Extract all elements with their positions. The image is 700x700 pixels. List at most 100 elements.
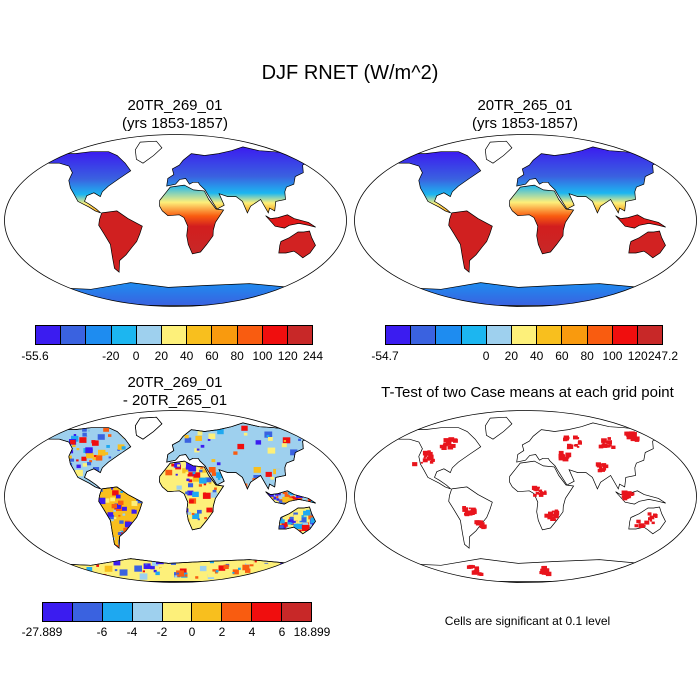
colorbar-swatch — [61, 326, 87, 344]
colorbar-tick-label: -2 — [156, 625, 168, 639]
colorbar-swatch — [161, 326, 188, 344]
continent-indonesia — [265, 214, 316, 229]
continent-greenland — [484, 416, 513, 440]
colorbar-swatch — [252, 603, 283, 621]
map-outline — [354, 134, 697, 307]
colorbar-tick-label: 40 — [529, 349, 544, 363]
continent-australia — [278, 230, 316, 259]
colorbar-panel-3-labels: -27.889 -6 -4 -2 0 2 4 6 18.899 — [22, 625, 331, 641]
colorbar-tick-label: 120 — [277, 349, 298, 363]
continent-europeAsia — [516, 146, 662, 214]
colorbar-swatch — [562, 326, 588, 344]
continent-northAmerica — [47, 151, 132, 214]
colorbar-swatch — [36, 326, 62, 344]
panel-1-title-line1: 20TR_269_01 — [127, 97, 223, 114]
colorbar-swatch — [486, 326, 512, 344]
continent-southAmerica — [448, 210, 493, 273]
continent-indonesia — [615, 214, 666, 229]
colorbar-panel-3 — [42, 602, 312, 622]
significance-note: Cells are significant at 0.1 level — [444, 614, 611, 628]
colorbar-tick-label: -20 — [102, 349, 120, 363]
colorbar-swatch — [111, 326, 137, 344]
continent-africa — [509, 184, 575, 255]
panel-1-title: 20TR_269_01 (yrs 1853-1857) — [60, 97, 290, 133]
colorbar-tick-label: 120 — [627, 349, 648, 363]
map-outline — [354, 410, 697, 583]
map-panel-4 — [354, 410, 697, 583]
colorbar-swatch — [637, 326, 663, 344]
panel-2-title: 20TR_265_01 (yrs 1853-1857) — [410, 97, 640, 133]
colorbar-tick-label: 20 — [154, 349, 169, 363]
continent-northAmerica — [397, 151, 482, 214]
colorbar-swatch — [72, 603, 103, 621]
continent-northAmerica — [47, 427, 132, 490]
continent-greenland — [134, 140, 163, 164]
colorbar-tick-label: 2 — [218, 625, 226, 639]
map-panel-3 — [4, 410, 347, 583]
colorbar-swatch — [612, 326, 638, 344]
continent-europeAsia — [516, 422, 662, 490]
significant-cells — [412, 431, 658, 577]
colorbar-swatch — [237, 326, 263, 344]
colorbar-swatch — [132, 603, 163, 621]
colorbar-swatch — [287, 326, 313, 344]
continent-australia — [278, 506, 316, 535]
colorbar-tick-label: 0 — [132, 349, 140, 363]
colorbar-swatch — [136, 326, 162, 344]
panel-2-title-line1: 20TR_265_01 — [477, 97, 573, 114]
panel-2-title-line2: (yrs 1853-1857) — [472, 115, 578, 132]
colorbar-tick-label: -6 — [96, 625, 108, 639]
colorbar-tick-label: 20 — [504, 349, 519, 363]
colorbar-swatch — [436, 326, 462, 344]
map-outline — [4, 134, 347, 307]
panel-3-title-line1: 20TR_269_01 — [127, 374, 223, 391]
colorbar-swatch — [537, 326, 563, 344]
colorbar-tick-label: 60 — [205, 349, 219, 363]
colorbar-tick-label: 0 — [188, 625, 196, 639]
continent-africa — [159, 184, 225, 255]
colorbar-tick-label: 18.899 — [293, 625, 331, 639]
colorbar-tick-label: 0 — [482, 349, 490, 363]
continent-australia — [628, 230, 666, 259]
continent-greenland — [134, 416, 163, 440]
map-outline — [4, 410, 347, 583]
colorbar-tick-label: -4 — [126, 625, 138, 639]
colorbar-swatch — [262, 326, 288, 344]
continent-indonesia — [265, 490, 316, 505]
colorbar-swatch — [212, 326, 238, 344]
colorbar-tick-label: 247.2 — [647, 349, 679, 363]
panel-3-title-line2: - 20TR_265_01 — [122, 392, 228, 409]
continent-southAmerica — [98, 486, 143, 549]
colorbar-swatch — [386, 326, 412, 344]
continent-europeAsia — [166, 422, 312, 490]
colorbar-tick-label: 4 — [248, 625, 256, 639]
colorbar-tick-label: 80 — [580, 349, 594, 363]
colorbar-tick-label: 40 — [179, 349, 194, 363]
colorbar-swatch — [282, 603, 312, 621]
continent-africa — [159, 460, 225, 531]
map-panel-1 — [4, 134, 347, 307]
continent-northAmerica — [397, 427, 482, 490]
colorbar-tick-label: 60 — [555, 349, 569, 363]
colorbar-swatch — [461, 326, 487, 344]
colorbar-swatch — [587, 326, 613, 344]
colorbar-swatch — [411, 326, 437, 344]
colorbar-swatch — [162, 603, 193, 621]
colorbar-tick-label: 100 — [602, 349, 623, 363]
main-title: DJF RNET (W/m^2) — [261, 62, 439, 84]
panel-4-title: T-Test of two Case means at each grid po… — [381, 384, 674, 401]
colorbar-panel-1 — [35, 325, 313, 345]
colorbar-swatch — [192, 603, 223, 621]
panel-3-title: 20TR_269_01 - 20TR_265_01 — [60, 374, 290, 410]
colorbar-panel-2-labels: -54.7 0 20 40 60 80 100 120 247.2 — [371, 349, 678, 365]
colorbar-swatch — [511, 326, 538, 344]
colorbar-panel-2 — [385, 325, 663, 345]
panel-1-title-line2: (yrs 1853-1857) — [122, 115, 228, 132]
continent-australia — [628, 506, 666, 535]
continent-southAmerica — [448, 486, 493, 549]
colorbar-swatch — [187, 326, 213, 344]
colorbar-tick-label: 244 — [302, 349, 324, 363]
colorbar-tick-label: 100 — [252, 349, 273, 363]
colorbar-swatch — [102, 603, 133, 621]
colorbar-tick-label: 6 — [278, 625, 286, 639]
